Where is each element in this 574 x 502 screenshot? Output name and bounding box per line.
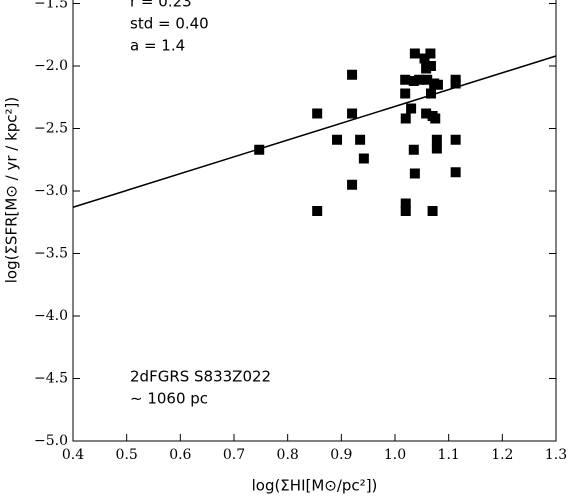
annotation: std = 0.40 — [130, 15, 209, 33]
point — [347, 108, 358, 119]
point — [312, 108, 323, 119]
annotation: 2dFGRS S833Z022 — [130, 368, 271, 386]
x-axis-label: log(ΣHI[M⊙/pc²]) — [252, 477, 378, 495]
y-tick-label: −2.0 — [34, 58, 68, 74]
point — [450, 167, 461, 178]
x-tick-label: 0.4 — [62, 447, 84, 463]
point — [400, 206, 411, 216]
x-tick-label: 0.7 — [223, 447, 245, 463]
point — [427, 206, 438, 216]
point — [425, 61, 436, 71]
point — [347, 69, 358, 80]
y-tick-label: −1.5 — [34, 0, 68, 12]
point — [400, 113, 411, 124]
point — [355, 134, 366, 145]
point — [358, 153, 369, 164]
x-tick-label: 1.2 — [491, 447, 513, 463]
point — [400, 88, 411, 99]
point — [400, 74, 411, 85]
point — [431, 134, 442, 145]
point — [312, 206, 323, 216]
point — [408, 76, 419, 86]
point — [409, 168, 420, 179]
point — [450, 78, 461, 89]
y-tick-label: −3.0 — [34, 183, 68, 199]
point — [409, 48, 420, 59]
y-tick-label: −5.0 — [34, 433, 68, 449]
annotation: a = 1.4 — [130, 37, 185, 55]
annotation: ∼ 1060 pc — [130, 390, 208, 408]
point — [254, 144, 265, 155]
point — [425, 48, 436, 59]
x-tick-label: 0.6 — [169, 447, 191, 463]
annotation: r = 0.23 — [130, 0, 192, 11]
point — [425, 88, 436, 99]
point — [432, 79, 443, 90]
x-tick-label: 1.0 — [384, 447, 406, 463]
y-tick-label: −3.5 — [34, 246, 68, 262]
point — [422, 74, 433, 85]
point — [419, 53, 430, 64]
point — [421, 108, 432, 119]
y-axis-label: log(ΣSFR[M⊙ / yr / kpc²]) — [3, 97, 21, 284]
y-tick-label: −2.5 — [34, 121, 68, 137]
x-tick-label: 0.5 — [116, 447, 138, 463]
point — [430, 113, 441, 124]
x-tick-label: 1.3 — [545, 447, 567, 463]
x-tick-label: 1.1 — [438, 447, 460, 463]
point — [347, 179, 358, 190]
y-tick-label: −4.0 — [34, 308, 68, 324]
point — [431, 143, 442, 154]
y-tick-label: −4.5 — [34, 371, 68, 387]
x-tick-label: 0.9 — [330, 447, 352, 463]
point — [406, 103, 417, 114]
point — [450, 134, 461, 145]
point — [414, 74, 425, 85]
point — [400, 198, 411, 209]
point — [332, 134, 343, 145]
point — [408, 144, 419, 155]
x-tick-label: 0.8 — [277, 447, 299, 463]
fit-line — [72, 55, 557, 208]
